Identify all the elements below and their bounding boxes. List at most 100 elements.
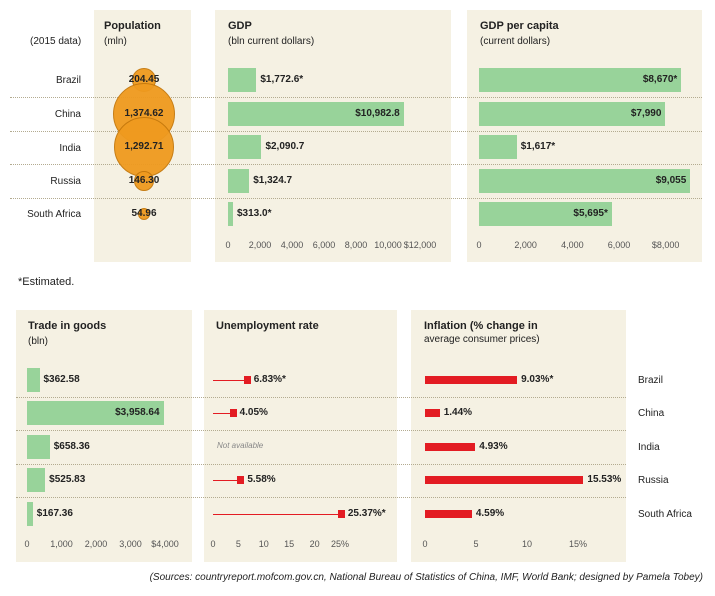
gdp-per-capita-title: GDP per capita (480, 20, 559, 32)
population-value-india: 1,292.71 (124, 141, 164, 152)
unemployment-stem-brazil (213, 379, 248, 381)
gdp-tick-label: $12,000 (403, 240, 437, 250)
country-label-india-right: India (638, 442, 660, 453)
gdp-tick-label: 0 (225, 240, 231, 250)
inflation-bar-india (425, 443, 476, 451)
unemployment-value-brazil: 6.83%* (253, 374, 286, 385)
gdp-value-south-africa: $313.0* (237, 208, 272, 219)
gdp_per_capita-bar-india (479, 135, 517, 159)
unemployment-value-china: 4.05% (239, 407, 268, 418)
bottom-row-separator (16, 463, 626, 465)
population-value-brazil: 204.45 (128, 74, 160, 85)
top-row-separator (10, 130, 702, 132)
inflation-bar-brazil (425, 376, 518, 384)
inflation-value-india: 4.93% (479, 441, 508, 452)
inflation-bar-russia (425, 476, 584, 484)
population-value-russia: 146.30 (128, 175, 160, 186)
gdp-value-india: $2,090.7 (265, 141, 305, 152)
inflation-tick-label: 5 (473, 539, 479, 549)
inflation-value-russia: 15.53% (587, 474, 622, 485)
gdp-tick-label: 10,000 (374, 240, 402, 250)
gdp_per_capita-value-china: $7,990 (630, 108, 662, 119)
gdp-tick-label: 4,000 (280, 240, 304, 250)
gdp-bar-south-africa (228, 202, 233, 226)
gdp-value-china: $10,982.8 (355, 108, 400, 119)
trade-tick-label: 1,000 (50, 539, 73, 549)
gdp-tick-label: 2,000 (248, 240, 272, 250)
gdp-bar-russia (228, 169, 250, 193)
gdp_per_capita-tick-label: 2,000 (514, 240, 537, 250)
population-value-south-africa: 54.96 (131, 208, 157, 219)
trade-tick-label: 2,000 (84, 539, 108, 549)
footnote: *Estimated. (18, 276, 75, 288)
top-row-separator (10, 197, 702, 199)
gdp-per-capita-subtitle: (current dollars) (480, 36, 551, 47)
unemployment-value-south-africa: 25.37%* (347, 508, 386, 519)
gdp-bar-brazil (228, 68, 257, 92)
inflation-tick-label: 10 (521, 539, 533, 549)
trade-bar-india (27, 435, 50, 459)
unemployment-dot-brazil (243, 376, 251, 384)
gdp-value-russia: $1,324.7 (253, 175, 293, 186)
unemployment-tick-label: 0 (210, 539, 216, 549)
population-bubble-south-africa (137, 207, 151, 221)
inflation-tick-label: 0 (422, 539, 428, 549)
population-title: Population (104, 20, 161, 32)
country-label-china: China (54, 109, 81, 120)
trade-bar-china (27, 401, 164, 425)
trade-tick-label: 0 (24, 539, 30, 549)
inflation-value-china: 1.44% (443, 407, 473, 418)
gdp-bar-india (228, 135, 262, 159)
top-row-separator (10, 164, 702, 165)
gdp_per_capita-bar-brazil (479, 68, 682, 92)
trade-tick-label: 3,000 (119, 539, 142, 549)
unemployment-dot-south-africa (337, 510, 345, 518)
country-label-russia-right: Russia (638, 475, 669, 486)
bottom-row-separator (16, 430, 626, 431)
data-year-note: (2015 data) (30, 36, 82, 47)
unemployment-tick-label: 15 (284, 539, 295, 549)
bottom-row-separator (16, 497, 626, 498)
unemployment-value-russia: 5.58% (247, 474, 276, 485)
inflation-tick-label: 15% (568, 539, 588, 549)
gdp-tick-label: 8,000 (344, 240, 368, 250)
trade-tick-label: $4,000 (151, 539, 179, 549)
gdp-bar-china (228, 102, 404, 126)
trade-value-china: $3,958.64 (115, 407, 160, 418)
gdp_per_capita-value-south-africa: $5,695* (573, 208, 608, 219)
inflation-value-brazil: 9.03%* (521, 374, 554, 385)
population-subtitle: (mln) (104, 36, 127, 47)
unemployment-panel (204, 310, 397, 562)
inflation-bar-china (425, 409, 440, 417)
unemployment-dot-russia (237, 476, 245, 484)
country-label-russia: Russia (50, 176, 81, 187)
inflation-subtitle: average consumer prices) (424, 334, 540, 345)
trade-bar-south-africa (27, 502, 33, 526)
trade-bar-brazil (27, 368, 40, 392)
gdp_per_capita-tick-label: 4,000 (561, 240, 584, 250)
trade-value-russia: $525.83 (49, 474, 86, 485)
gdp_per_capita-bar-south-africa (479, 202, 612, 226)
unemployment-tick-label: 5 (235, 539, 241, 549)
gdp_per_capita-value-india: $1,617* (520, 141, 556, 152)
gdp_per_capita-bar-china (479, 102, 666, 126)
inflation-title: Inflation (% change in (424, 320, 538, 332)
unemployment-tick-label: 20 (309, 539, 320, 549)
trade-bar-russia (27, 468, 46, 492)
unemployment-tick-label: 25% (330, 539, 350, 549)
gdp-tick-label: 6,000 (312, 240, 336, 250)
unemployment-tick-label: 10 (258, 539, 269, 549)
trade-title: Trade in goods (28, 320, 107, 332)
population-bubble-russia (133, 170, 155, 192)
country-label-brazil-right: Brazil (638, 375, 664, 386)
country-label-brazil: Brazil (55, 75, 81, 86)
unemployment-stem-russia (213, 479, 242, 481)
gdp-value-brazil: $1,772.6* (260, 74, 304, 85)
trade-subtitle: (bln) (28, 336, 49, 347)
gdp-subtitle: (bln current dollars) (228, 36, 315, 47)
gdp_per_capita-tick-label: 6,000 (607, 240, 631, 250)
inflation-bar-south-africa (425, 510, 472, 518)
top-row-separator (10, 97, 702, 98)
population-value-china: 1,374.62 (124, 108, 164, 119)
trade-value-south-africa: $167.36 (36, 508, 73, 519)
